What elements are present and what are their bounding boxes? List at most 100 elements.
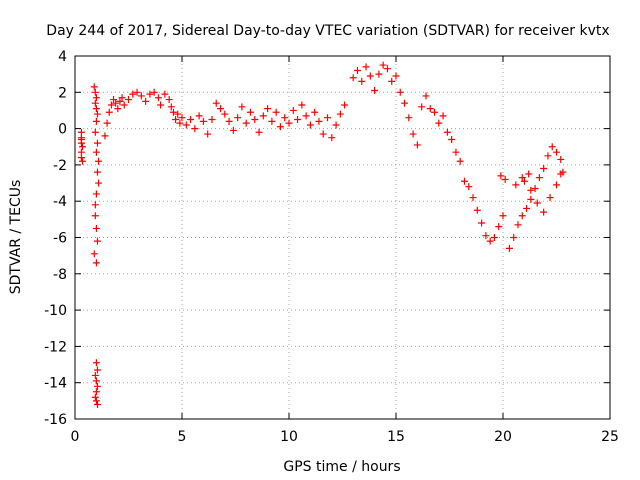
data-point: [93, 237, 101, 245]
data-point: [167, 103, 175, 111]
data-point: [93, 366, 101, 374]
data-point: [514, 221, 522, 229]
data-point: [302, 112, 310, 120]
y-tick-label: -4: [53, 194, 67, 210]
data-point: [499, 212, 507, 220]
data-point: [93, 139, 101, 147]
data-point: [255, 128, 263, 136]
data-point: [413, 141, 421, 149]
data-point: [146, 90, 154, 98]
y-tick-label: 4: [58, 49, 67, 65]
data-point: [105, 108, 113, 116]
data-point: [229, 126, 237, 134]
data-point: [362, 63, 370, 71]
data-point: [95, 179, 103, 187]
data-point: [246, 108, 254, 116]
data-point: [328, 134, 336, 142]
data-point: [371, 86, 379, 94]
data-point: [540, 165, 548, 173]
data-point: [332, 121, 340, 129]
data-point: [366, 72, 374, 80]
x-axis-label: GPS time / hours: [283, 459, 400, 475]
data-point: [91, 201, 99, 209]
data-point: [418, 103, 426, 111]
data-point: [540, 208, 548, 216]
data-point: [486, 237, 494, 245]
data-point: [452, 148, 460, 156]
data-point: [92, 105, 100, 113]
data-point: [120, 101, 128, 109]
data-point: [91, 371, 99, 379]
data-point: [396, 88, 404, 96]
data-point: [527, 186, 535, 194]
data-point: [114, 105, 122, 113]
plot-frame: [74, 55, 611, 420]
data-point: [401, 99, 409, 107]
data-point: [324, 114, 332, 122]
data-point: [238, 103, 246, 111]
grid-layer: [75, 56, 610, 419]
data-point: [285, 119, 293, 127]
data-point: [116, 97, 124, 105]
y-tick-label: -6: [53, 231, 67, 247]
data-point: [456, 157, 464, 165]
y-tick-label: -10: [44, 303, 67, 319]
data-point: [533, 199, 541, 207]
data-point: [112, 99, 120, 107]
data-point: [264, 105, 272, 113]
data-point: [448, 135, 456, 143]
data-point: [129, 90, 137, 98]
x-tick-label: 5: [178, 429, 187, 445]
data-point: [234, 114, 242, 122]
data-point: [242, 119, 250, 127]
data-point: [110, 96, 118, 104]
data-point: [204, 130, 212, 138]
data-point: [349, 74, 357, 82]
y-tick-label: -16: [44, 412, 67, 428]
data-point: [388, 77, 396, 85]
data-point: [319, 130, 327, 138]
data-point: [78, 157, 86, 165]
data-point: [478, 219, 486, 227]
data-point: [341, 101, 349, 109]
data-point: [546, 194, 554, 202]
data-point: [311, 108, 319, 116]
data-point: [315, 117, 323, 125]
data-point: [276, 123, 284, 131]
data-point: [505, 244, 513, 252]
data-point: [137, 92, 145, 100]
data-point: [169, 108, 177, 116]
y-tick-label: -12: [44, 339, 67, 355]
data-point: [527, 195, 535, 203]
data-point: [294, 116, 302, 124]
data-point: [431, 108, 439, 116]
data-point: [520, 177, 528, 185]
y-tick-label: -14: [44, 376, 67, 392]
data-point: [251, 116, 259, 124]
data-point: [435, 119, 443, 127]
data-point: [91, 99, 99, 107]
data-point: [101, 132, 109, 140]
data-point: [133, 88, 141, 96]
data-point: [353, 67, 361, 75]
data-point: [90, 83, 98, 91]
data-point: [379, 61, 387, 69]
data-point: [306, 121, 314, 129]
data-point: [93, 168, 101, 176]
data-point: [92, 224, 100, 232]
data-point: [518, 174, 526, 182]
data-point: [95, 157, 103, 165]
data-point: [405, 114, 413, 122]
data-point: [490, 234, 498, 241]
data-point: [409, 130, 417, 138]
data-point: [259, 112, 267, 120]
data-point: [557, 170, 565, 178]
data-point: [544, 152, 552, 160]
data-point: [77, 154, 85, 162]
data-point: [221, 110, 229, 118]
data-point: [92, 259, 100, 267]
data-point: [103, 119, 111, 127]
data-point: [176, 119, 184, 127]
data-point: [358, 77, 366, 85]
data-point: [531, 184, 539, 192]
